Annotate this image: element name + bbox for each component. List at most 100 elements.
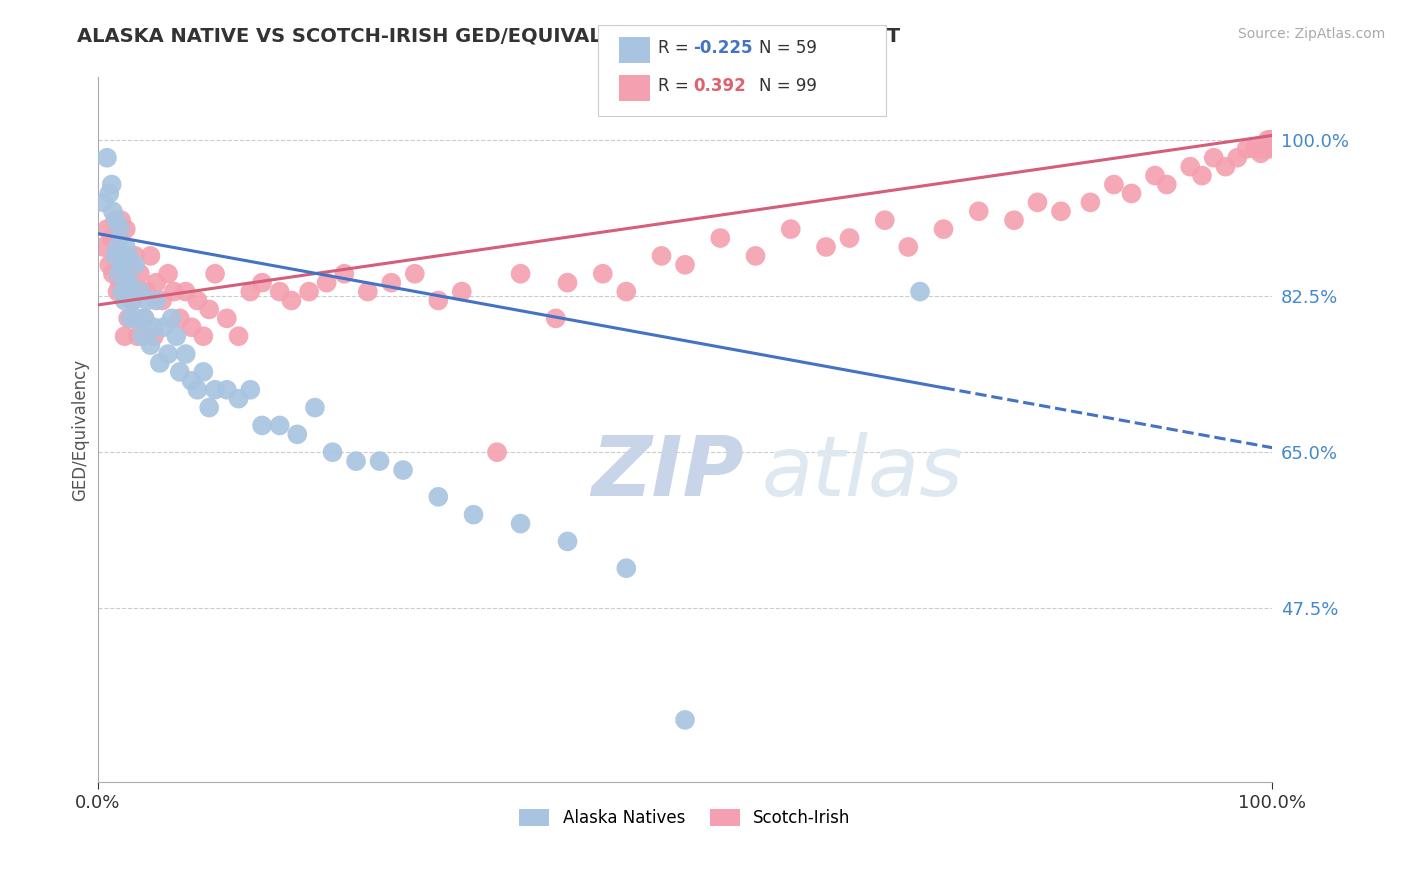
Point bbox=[285, 427, 308, 442]
Point bbox=[198, 302, 221, 317]
Point bbox=[1261, 133, 1284, 147]
Point bbox=[104, 249, 127, 263]
Point bbox=[709, 231, 731, 245]
Point bbox=[105, 249, 128, 263]
Point bbox=[112, 258, 135, 272]
Point bbox=[838, 231, 860, 245]
Point bbox=[108, 276, 131, 290]
Point bbox=[557, 276, 579, 290]
Point bbox=[1244, 142, 1267, 156]
Text: N = 99: N = 99 bbox=[759, 78, 817, 95]
Point bbox=[1261, 133, 1284, 147]
Point bbox=[98, 186, 121, 201]
Point bbox=[322, 445, 344, 459]
Point bbox=[1260, 137, 1282, 152]
Point bbox=[186, 293, 208, 308]
Point bbox=[1180, 160, 1202, 174]
Point bbox=[101, 267, 124, 281]
Point bbox=[111, 249, 134, 263]
Point bbox=[1202, 151, 1225, 165]
Point bbox=[93, 240, 115, 254]
Point bbox=[180, 374, 202, 388]
Point bbox=[228, 392, 250, 406]
Point bbox=[239, 285, 262, 299]
Point bbox=[614, 561, 637, 575]
Point bbox=[169, 311, 191, 326]
Point bbox=[1050, 204, 1073, 219]
Point bbox=[114, 222, 136, 236]
Point bbox=[1258, 133, 1281, 147]
Point bbox=[124, 258, 146, 272]
Point bbox=[557, 534, 579, 549]
Point bbox=[1026, 195, 1049, 210]
Point bbox=[139, 249, 162, 263]
Text: Source: ZipAtlas.com: Source: ZipAtlas.com bbox=[1237, 27, 1385, 41]
Point bbox=[544, 311, 567, 326]
Point bbox=[239, 383, 262, 397]
Point bbox=[1191, 169, 1213, 183]
Point bbox=[128, 267, 150, 281]
Point bbox=[104, 213, 127, 227]
Point bbox=[134, 311, 156, 326]
Text: atlas: atlas bbox=[762, 432, 963, 513]
Point bbox=[932, 222, 955, 236]
Point bbox=[121, 293, 143, 308]
Point bbox=[96, 222, 118, 236]
Point bbox=[105, 213, 128, 227]
Point bbox=[100, 231, 122, 245]
Point bbox=[110, 249, 132, 263]
Point bbox=[1256, 142, 1278, 156]
Point bbox=[1102, 178, 1125, 192]
Point bbox=[1257, 133, 1279, 147]
Point bbox=[967, 204, 990, 219]
Point bbox=[112, 285, 135, 299]
Point bbox=[1261, 133, 1284, 147]
Point bbox=[186, 383, 208, 397]
Point bbox=[121, 293, 143, 308]
Point bbox=[124, 249, 146, 263]
Point bbox=[193, 365, 215, 379]
Point bbox=[115, 276, 138, 290]
Point bbox=[145, 276, 167, 290]
Point bbox=[110, 213, 132, 227]
Point bbox=[118, 276, 141, 290]
Text: R =: R = bbox=[658, 39, 695, 57]
Point bbox=[1261, 133, 1284, 147]
Point bbox=[1258, 142, 1281, 156]
Point bbox=[93, 195, 115, 210]
Point bbox=[250, 418, 273, 433]
Point bbox=[404, 267, 426, 281]
Point bbox=[98, 258, 121, 272]
Text: R =: R = bbox=[658, 78, 695, 95]
Point bbox=[139, 338, 162, 352]
Point bbox=[1226, 151, 1249, 165]
Point bbox=[135, 293, 157, 308]
Point bbox=[509, 267, 531, 281]
Text: ALASKA NATIVE VS SCOTCH-IRISH GED/EQUIVALENCY CORRELATION CHART: ALASKA NATIVE VS SCOTCH-IRISH GED/EQUIVA… bbox=[77, 27, 900, 45]
Point bbox=[1121, 186, 1143, 201]
Point bbox=[897, 240, 920, 254]
Point bbox=[368, 454, 391, 468]
Point bbox=[143, 329, 166, 343]
Point bbox=[673, 258, 696, 272]
Point bbox=[160, 311, 183, 326]
Point bbox=[145, 293, 167, 308]
Point bbox=[117, 311, 139, 326]
Point bbox=[744, 249, 766, 263]
Point bbox=[111, 285, 134, 299]
Point bbox=[1254, 137, 1277, 152]
Point bbox=[779, 222, 801, 236]
Point bbox=[304, 401, 326, 415]
Text: -0.225: -0.225 bbox=[693, 39, 752, 57]
Point bbox=[127, 329, 149, 343]
Point bbox=[107, 267, 129, 281]
Text: 0.392: 0.392 bbox=[693, 78, 747, 95]
Point bbox=[392, 463, 415, 477]
Point bbox=[344, 454, 367, 468]
Text: ZIP: ZIP bbox=[591, 432, 744, 513]
Point bbox=[149, 356, 172, 370]
Point bbox=[150, 293, 173, 308]
Point bbox=[204, 267, 226, 281]
Point bbox=[128, 285, 150, 299]
Point bbox=[673, 713, 696, 727]
